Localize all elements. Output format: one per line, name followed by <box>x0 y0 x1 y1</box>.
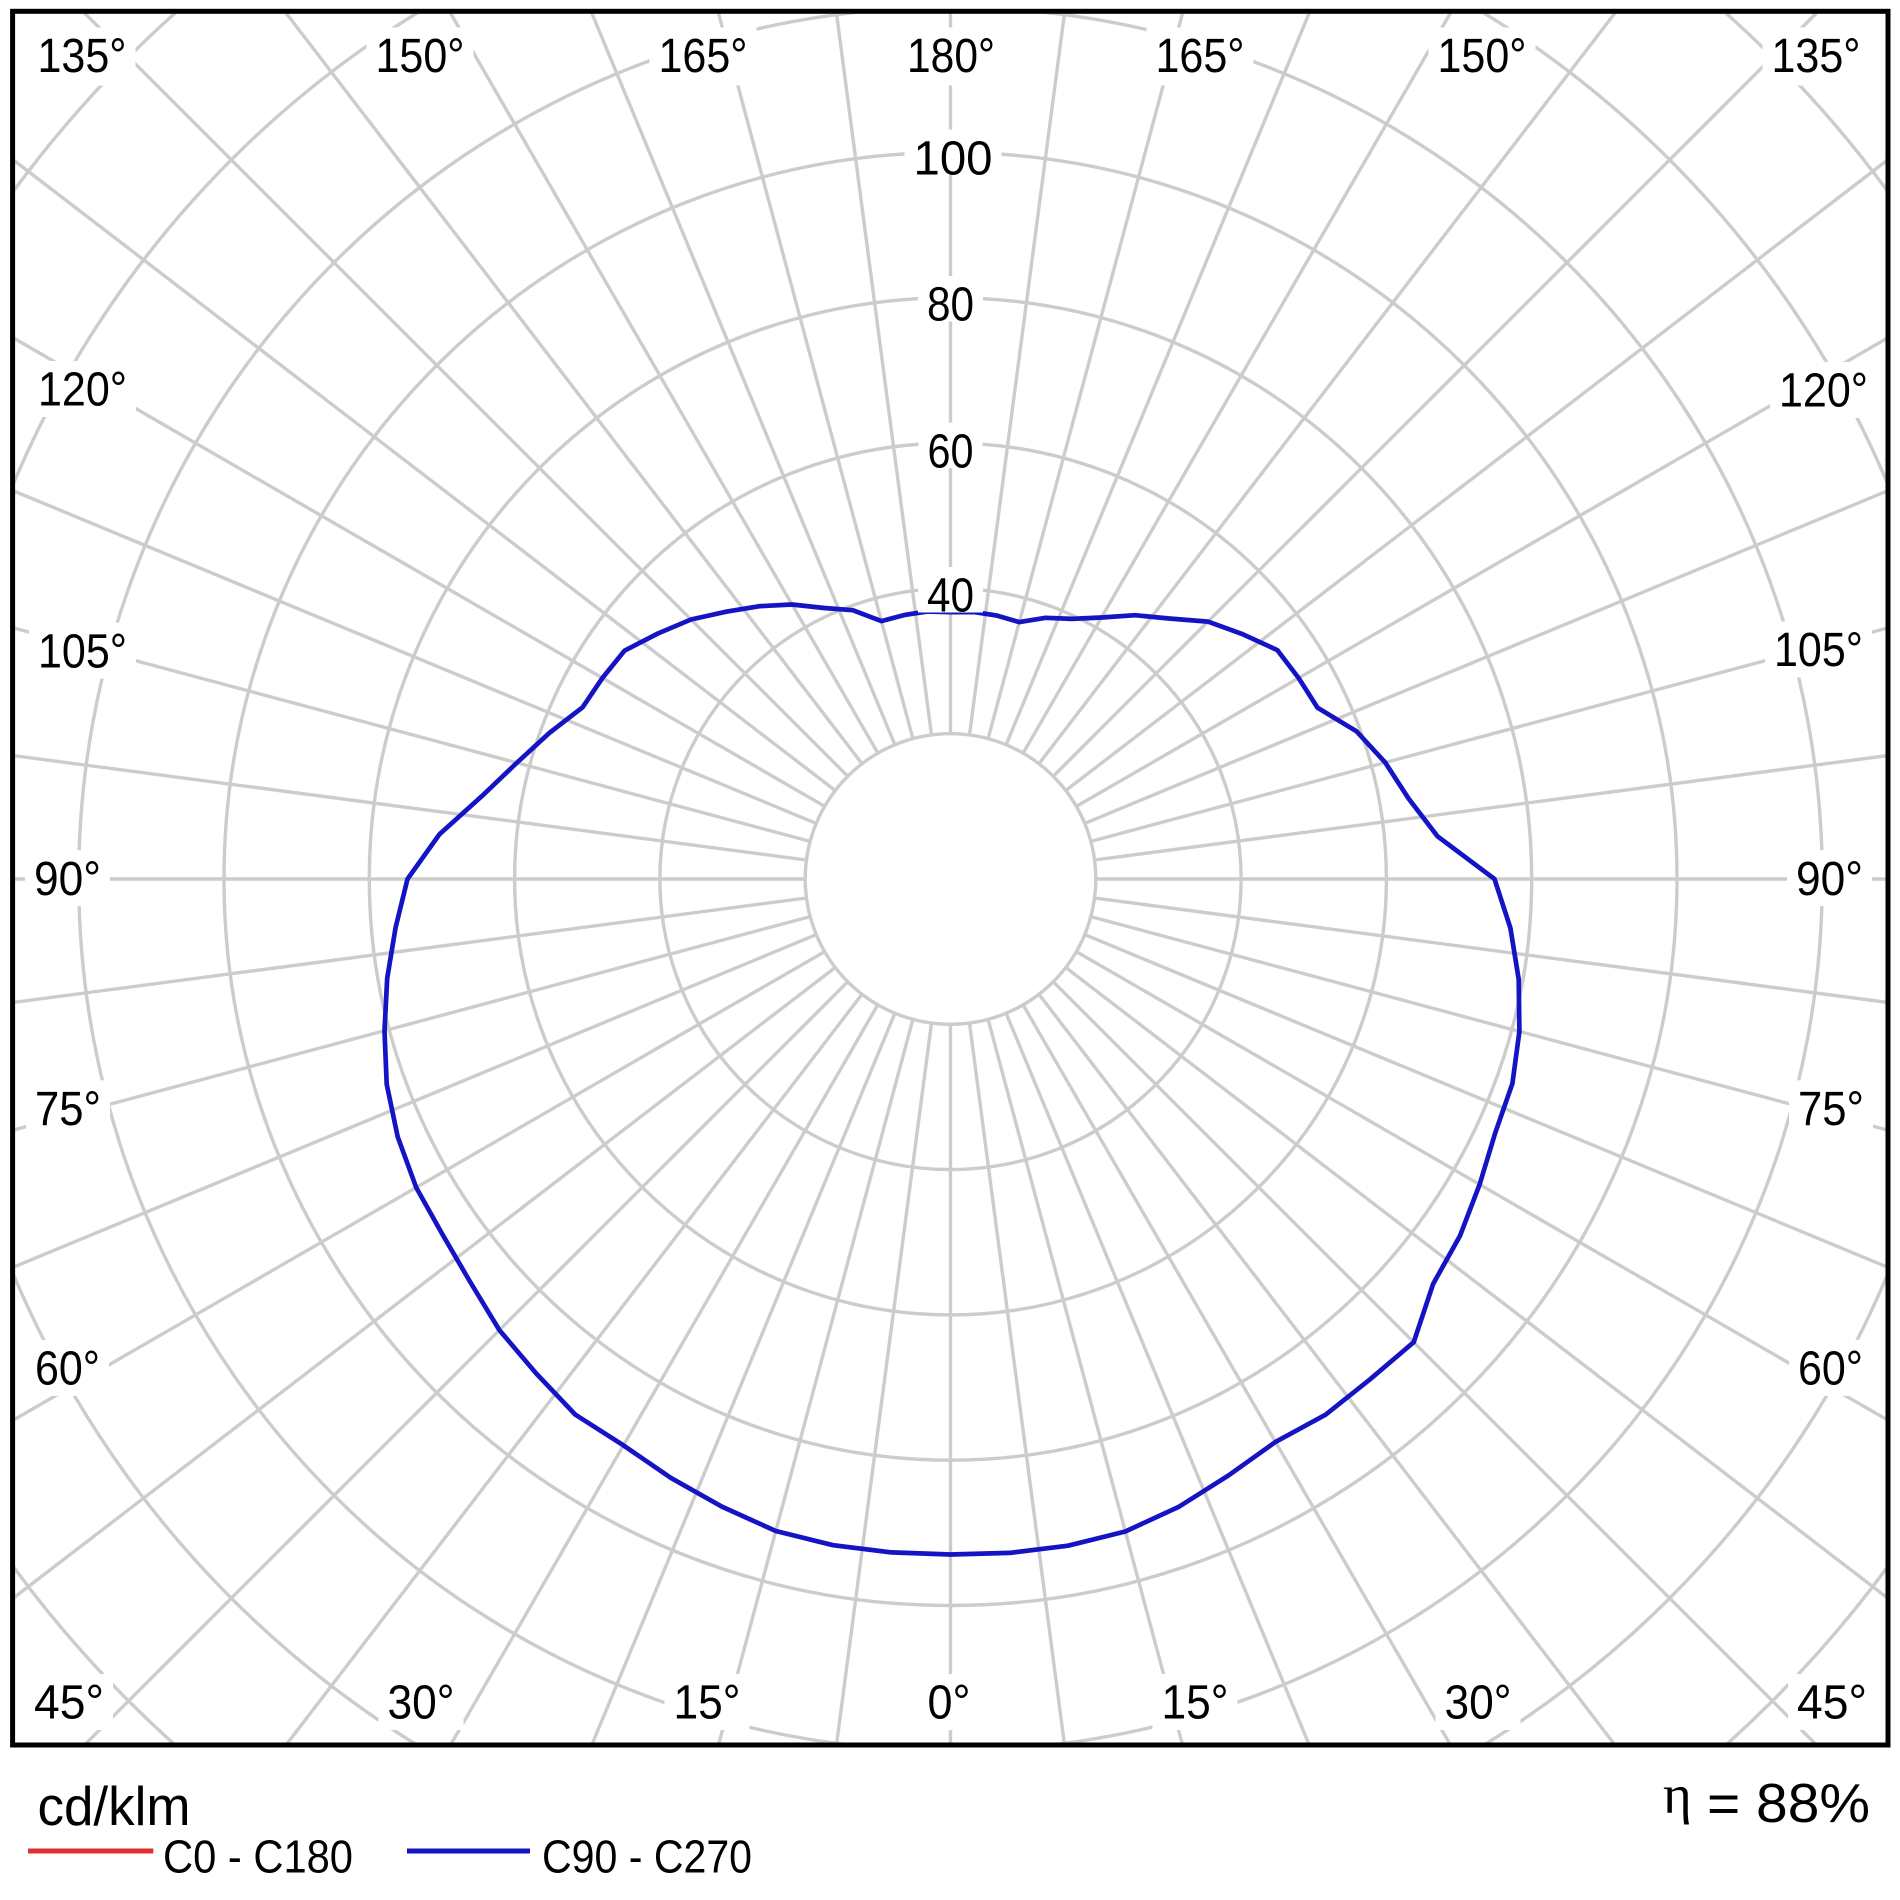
svg-text:60: 60 <box>928 424 974 478</box>
svg-text:60°: 60° <box>1798 1342 1863 1396</box>
svg-text:η: η <box>1663 1764 1692 1825</box>
svg-text:120°: 120° <box>1779 364 1868 418</box>
svg-text:180°: 180° <box>907 29 995 83</box>
svg-text:45°: 45° <box>34 1676 104 1730</box>
svg-text:165°: 165° <box>1156 29 1245 83</box>
svg-text:120°: 120° <box>38 363 127 417</box>
svg-text:15°: 15° <box>1162 1676 1229 1730</box>
svg-text:150°: 150° <box>1438 29 1527 83</box>
svg-text:105°: 105° <box>38 624 127 678</box>
svg-text:40: 40 <box>927 569 974 623</box>
svg-text:150°: 150° <box>376 29 465 83</box>
svg-text:30°: 30° <box>388 1676 455 1730</box>
svg-text:165°: 165° <box>659 29 748 83</box>
svg-text:90°: 90° <box>34 852 101 906</box>
svg-text:C0 - C180: C0 - C180 <box>163 1831 353 1883</box>
svg-text:cd/klm: cd/klm <box>38 1775 191 1837</box>
svg-text:135°: 135° <box>38 29 127 83</box>
svg-text:0°: 0° <box>928 1676 971 1730</box>
svg-text:135°: 135° <box>1772 29 1861 83</box>
svg-text:45°: 45° <box>1797 1676 1867 1730</box>
svg-text:105°: 105° <box>1774 623 1863 677</box>
svg-text:75°: 75° <box>1798 1082 1864 1136</box>
svg-text:= 88%: = 88% <box>1707 1772 1870 1834</box>
svg-text:15°: 15° <box>674 1676 741 1730</box>
svg-text:30°: 30° <box>1445 1676 1512 1730</box>
svg-text:100: 100 <box>914 131 993 185</box>
svg-text:80: 80 <box>927 278 974 332</box>
svg-text:75°: 75° <box>35 1082 101 1136</box>
svg-text:C90 - C270: C90 - C270 <box>542 1831 752 1883</box>
svg-text:90°: 90° <box>1796 852 1863 906</box>
svg-text:60°: 60° <box>35 1342 100 1396</box>
